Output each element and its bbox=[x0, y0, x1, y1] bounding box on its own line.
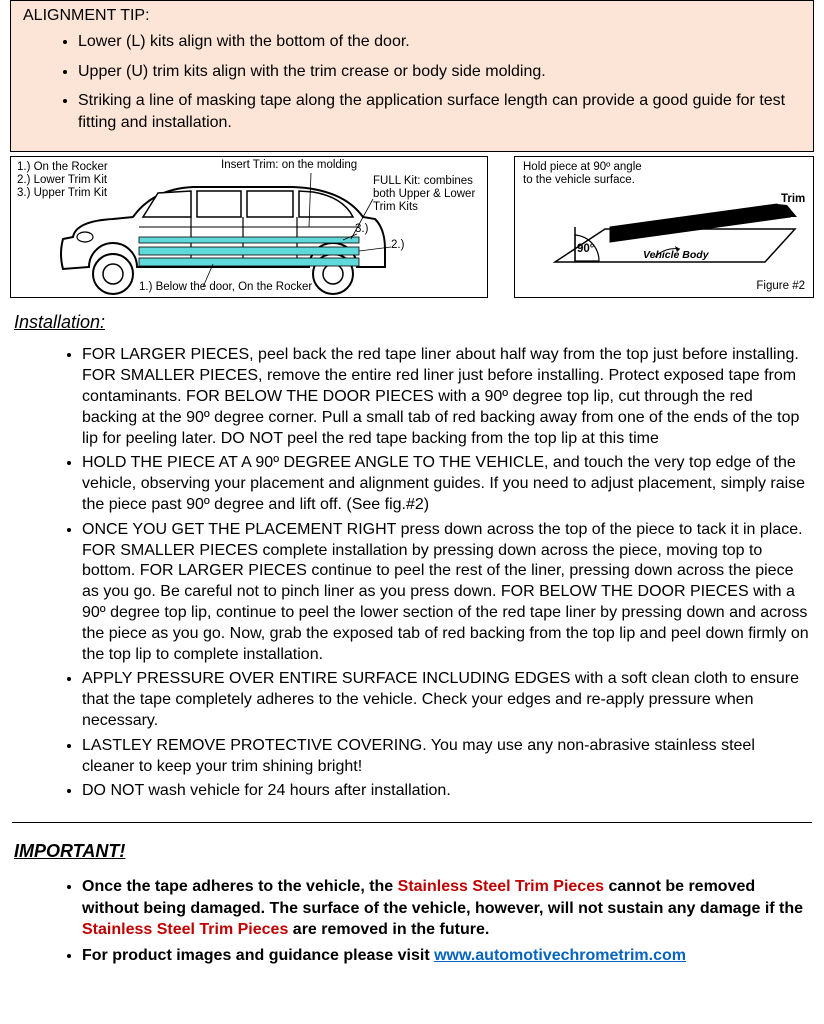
diag1-insert-label: Insert Trim: on the molding bbox=[221, 159, 357, 173]
important-red-text: Stainless Steel Trim Pieces bbox=[398, 878, 604, 895]
diag1-three: 3.) bbox=[355, 223, 368, 237]
diag1-legend2: 2.) Lower Trim Kit bbox=[17, 174, 107, 188]
tip-item: Striking a line of masking tape along th… bbox=[78, 90, 801, 133]
important-heading: IMPORTANT! bbox=[14, 841, 810, 862]
diag1-legend3: 3.) Upper Trim Kit bbox=[17, 187, 107, 201]
diag1-fullkit3: Trim Kits bbox=[373, 201, 418, 215]
install-item: ONCE YOU GET THE PLACEMENT RIGHT press d… bbox=[82, 520, 810, 666]
diag2-body-label: Vehicle Body bbox=[643, 249, 709, 262]
alignment-tip-box: ALIGNMENT TIP: Lower (L) kits align with… bbox=[10, 0, 814, 152]
diag1-two: 2.) bbox=[391, 239, 404, 253]
diag1-fullkit1: FULL Kit: combines bbox=[373, 175, 473, 189]
product-link[interactable]: www.automotivechrometrim.com bbox=[434, 947, 686, 964]
diag2-line1: Hold piece at 90º angle bbox=[523, 161, 642, 175]
important-item-2: For product images and guidance please v… bbox=[82, 945, 810, 967]
diag1-legend1: 1.) On the Rocker bbox=[17, 161, 108, 175]
section-divider bbox=[12, 822, 812, 823]
diag2-angle-label: 90° bbox=[577, 243, 594, 257]
diag2-trim-label: Trim bbox=[781, 193, 805, 207]
diag2-figure-label: Figure #2 bbox=[756, 280, 805, 294]
important-text: For product images and guidance please v… bbox=[82, 947, 434, 964]
install-item: LASTLEY REMOVE PROTECTIVE COVERING. You … bbox=[82, 736, 810, 778]
important-text: Once the tape adheres to the vehicle, th… bbox=[82, 878, 398, 895]
installation-list: FOR LARGER PIECES, peel back the red tap… bbox=[14, 345, 810, 802]
important-item-1: Once the tape adheres to the vehicle, th… bbox=[82, 876, 810, 941]
tip-list: Lower (L) kits align with the bottom of … bbox=[23, 31, 801, 133]
tip-item: Lower (L) kits align with the bottom of … bbox=[78, 31, 801, 53]
diag1-below: 1.) Below the door, On the Rocker bbox=[139, 281, 312, 295]
install-item: HOLD THE PIECE AT A 90º DEGREE ANGLE TO … bbox=[82, 453, 810, 515]
diag2-line2: to the vehicle surface. bbox=[523, 174, 635, 188]
installation-heading: Installation: bbox=[14, 312, 810, 333]
diagram-car: 1.) On the Rocker 2.) Lower Trim Kit 3.)… bbox=[10, 156, 488, 298]
install-item: APPLY PRESSURE OVER ENTIRE SURFACE INCLU… bbox=[82, 669, 810, 731]
tip-title: ALIGNMENT TIP: bbox=[23, 7, 801, 25]
diag1-fullkit2: both Upper & Lower bbox=[373, 188, 475, 202]
install-item: DO NOT wash vehicle for 24 hours after i… bbox=[82, 781, 810, 802]
diagram-angle: Hold piece at 90º angle to the vehicle s… bbox=[514, 156, 814, 298]
important-list: Once the tape adheres to the vehicle, th… bbox=[14, 876, 810, 966]
diagrams-row: 1.) On the Rocker 2.) Lower Trim Kit 3.)… bbox=[10, 156, 814, 298]
important-text: are removed in the future. bbox=[288, 921, 489, 938]
install-item: FOR LARGER PIECES, peel back the red tap… bbox=[82, 345, 810, 449]
tip-item: Upper (U) trim kits align with the trim … bbox=[78, 61, 801, 83]
important-red-text: Stainless Steel Trim Pieces bbox=[82, 921, 288, 938]
